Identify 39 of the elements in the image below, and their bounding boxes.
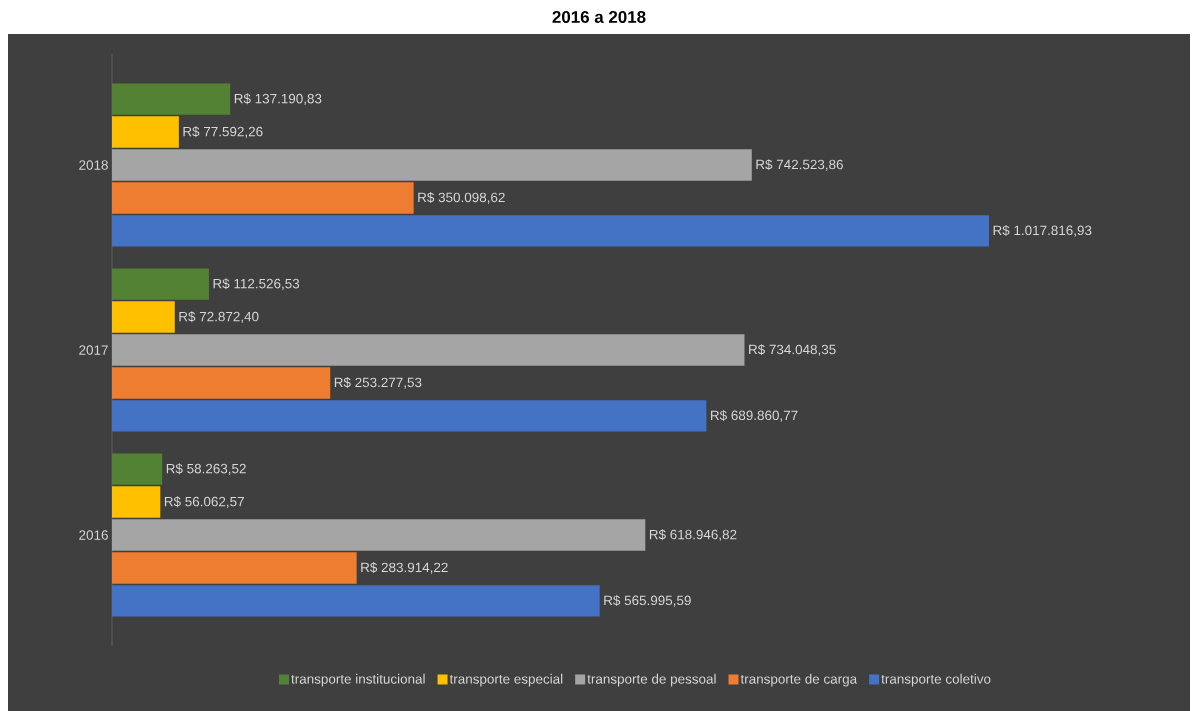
bar: [112, 486, 161, 518]
bar: [112, 400, 707, 432]
data-label: R$ 742.523,86: [756, 159, 843, 171]
data-label: R$ 58.263,52: [166, 463, 246, 475]
data-label: R$ 689.860,77: [711, 410, 798, 422]
data-label: R$ 734.048,35: [749, 344, 836, 356]
data-label: R$ 618.946,82: [649, 529, 737, 541]
legend-label: transporte coletivo: [881, 673, 991, 687]
bar: [112, 215, 989, 247]
legend-label: transporte de carga: [740, 673, 858, 687]
data-label: R$ 77.592,26: [183, 126, 263, 138]
legend-label: transporte institucional: [291, 673, 425, 687]
legend-label: transporte especial: [449, 673, 563, 687]
data-label: R$ 253.277,53: [334, 377, 422, 389]
bar: [112, 585, 600, 617]
data-label: R$ 350.098,62: [418, 192, 505, 204]
bar: [112, 453, 163, 485]
bar: [112, 301, 175, 333]
data-label: R$ 565.995,59: [604, 595, 691, 607]
chart-title: 2016 a 2018: [552, 11, 646, 23]
data-label: R$ 112.526,53: [213, 278, 300, 290]
y-tick-label: 2017: [79, 345, 108, 355]
data-label: R$ 72.872,40: [179, 311, 259, 323]
y-tick-label: 2016: [79, 530, 108, 540]
data-label: R$ 137.190,83: [234, 93, 322, 105]
bar: [112, 83, 231, 115]
data-label: R$ 56.062,57: [164, 496, 244, 508]
bar: [112, 552, 357, 584]
y-tick-label: 2018: [79, 160, 108, 170]
data-label: R$ 1.017.816,93: [993, 225, 1092, 237]
bar: [112, 367, 331, 399]
bar: [112, 116, 179, 148]
bar: [112, 519, 646, 551]
data-label: R$ 283.914,22: [361, 562, 448, 574]
bar: [112, 182, 414, 214]
bar: [112, 149, 752, 181]
legend-label: transporte de pessoal: [587, 673, 716, 687]
bar: [112, 268, 209, 300]
bar: [112, 334, 745, 366]
